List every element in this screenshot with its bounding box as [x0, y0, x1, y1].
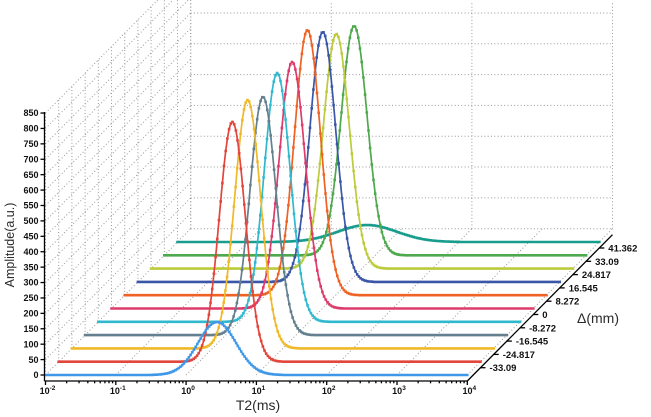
series-curve	[57, 120, 482, 364]
series-line	[137, 31, 560, 283]
series-curve	[149, 32, 575, 270]
leftwall-amp-line	[45, 12, 192, 160]
leftwall-amp-line	[45, 120, 192, 268]
z-tick-label: 8.272	[556, 297, 580, 308]
y-axis-title: Amplitude(a.u.)	[3, 203, 17, 288]
series-curve	[97, 71, 522, 324]
leftwall-amp-line	[45, 182, 192, 330]
z-tick-label: 41.362	[608, 244, 637, 255]
y-tick-label: 0	[33, 370, 38, 380]
series-line	[177, 224, 600, 243]
x-tick-label: 103	[392, 385, 406, 396]
grid-lines	[45, 0, 613, 376]
floor-decade-line	[45, 228, 192, 376]
series-line	[111, 61, 534, 310]
axes	[40, 112, 613, 385]
z-tick-label: 0	[542, 310, 547, 321]
z-tick-label: 33.09	[595, 257, 619, 268]
z-tick-label: 24.817	[582, 270, 611, 281]
y-tick-label: 700	[23, 154, 38, 164]
series-curve	[123, 29, 548, 297]
series-line	[71, 99, 494, 350]
leftwall-amp-line	[45, 74, 192, 222]
z-tick-label: -24.817	[503, 350, 535, 361]
y-tick-label: 500	[23, 216, 38, 226]
x-tick-label: 101	[252, 385, 266, 396]
leftwall-amp-line	[45, 43, 192, 191]
y-tick-label: 150	[23, 324, 38, 334]
floor-decade-line	[466, 228, 613, 376]
y-tick-label: 600	[23, 185, 38, 195]
leftwall-amp-line	[45, 166, 192, 314]
leftwall-amp-line	[45, 0, 174, 129]
z-axis-title: Δ(mm)	[577, 310, 619, 326]
leftwall-amp-line	[45, 135, 192, 283]
series-curves	[44, 25, 601, 377]
series-curve	[83, 95, 509, 337]
z-tick-label: -8.272	[529, 323, 556, 334]
z-tick-label: 16.545	[569, 283, 599, 294]
y-tick-label: 50	[28, 355, 38, 365]
leftwall-amp-line	[45, 0, 159, 114]
leftwall-amp-line	[45, 151, 192, 299]
series-curve	[70, 98, 496, 350]
x-tick-label: 10-2	[40, 385, 56, 396]
x-tick-label: 10-1	[110, 385, 126, 396]
series-markers	[110, 60, 535, 310]
series-curve	[110, 60, 535, 310]
series-curve	[136, 31, 562, 284]
leftwall-amp-line	[45, 105, 192, 253]
leftwall-amp-line	[45, 0, 189, 145]
x-tick-label: 102	[322, 385, 336, 396]
y-tick-label: 400	[23, 247, 38, 257]
y-tick-label: 300	[23, 278, 38, 288]
floor-decade-line	[256, 228, 402, 376]
series-markers	[176, 223, 601, 244]
y-tick-label: 650	[23, 170, 38, 180]
y-tick-label: 450	[23, 232, 38, 242]
x-tick-label: 100	[181, 385, 195, 396]
floor-decade-line	[326, 228, 473, 376]
y-tick-label: 850	[23, 108, 38, 118]
y-tick-label: 550	[23, 201, 38, 211]
z-tick-label: -33.09	[490, 363, 517, 374]
tick-labels: 0 50 100 150 200 250 300 350 400 450 500 550 600 650 7…	[23, 108, 637, 396]
x-axis-title: T2(ms)	[236, 397, 280, 413]
y-tick-label: 800	[23, 124, 38, 134]
y-tick-label: 750	[23, 139, 38, 149]
y-tick-label: 250	[23, 293, 38, 303]
leftwall-amp-line	[45, 197, 192, 345]
floor-decade-line	[185, 228, 332, 376]
leftwall-amp-line	[45, 58, 192, 206]
leftwall-amp-line	[45, 89, 192, 237]
series-curve	[163, 25, 588, 257]
y-tick-label: 350	[23, 262, 38, 272]
y-tick-label: 100	[23, 339, 38, 349]
series-curve	[44, 320, 469, 377]
y-tick-label: 200	[23, 309, 38, 319]
z-axis-line	[466, 234, 613, 382]
z-tick-label: -16.545	[516, 337, 549, 348]
x-tick-label: 104	[462, 385, 476, 396]
leftwall-amp-line	[45, 28, 192, 176]
series-markers	[83, 95, 509, 337]
floor-decade-line	[115, 228, 262, 376]
floor-decade-line	[396, 228, 543, 376]
leftwall-amp-line	[45, 212, 192, 360]
